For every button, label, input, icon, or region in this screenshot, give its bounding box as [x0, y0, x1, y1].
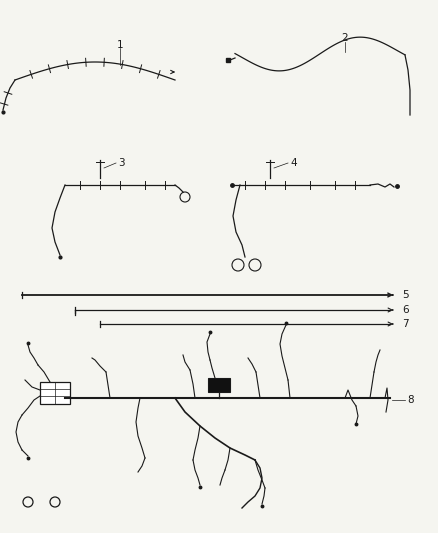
Bar [208, 378, 230, 392]
Text: 5: 5 [402, 290, 409, 300]
Bar [40, 382, 70, 404]
Text: 2: 2 [342, 33, 348, 43]
Text: 8: 8 [407, 395, 413, 405]
Text: 7: 7 [402, 319, 409, 329]
Text: 3: 3 [118, 158, 125, 168]
Text: 1: 1 [117, 40, 124, 50]
Text: 6: 6 [402, 305, 409, 315]
Text: 4: 4 [290, 158, 297, 168]
